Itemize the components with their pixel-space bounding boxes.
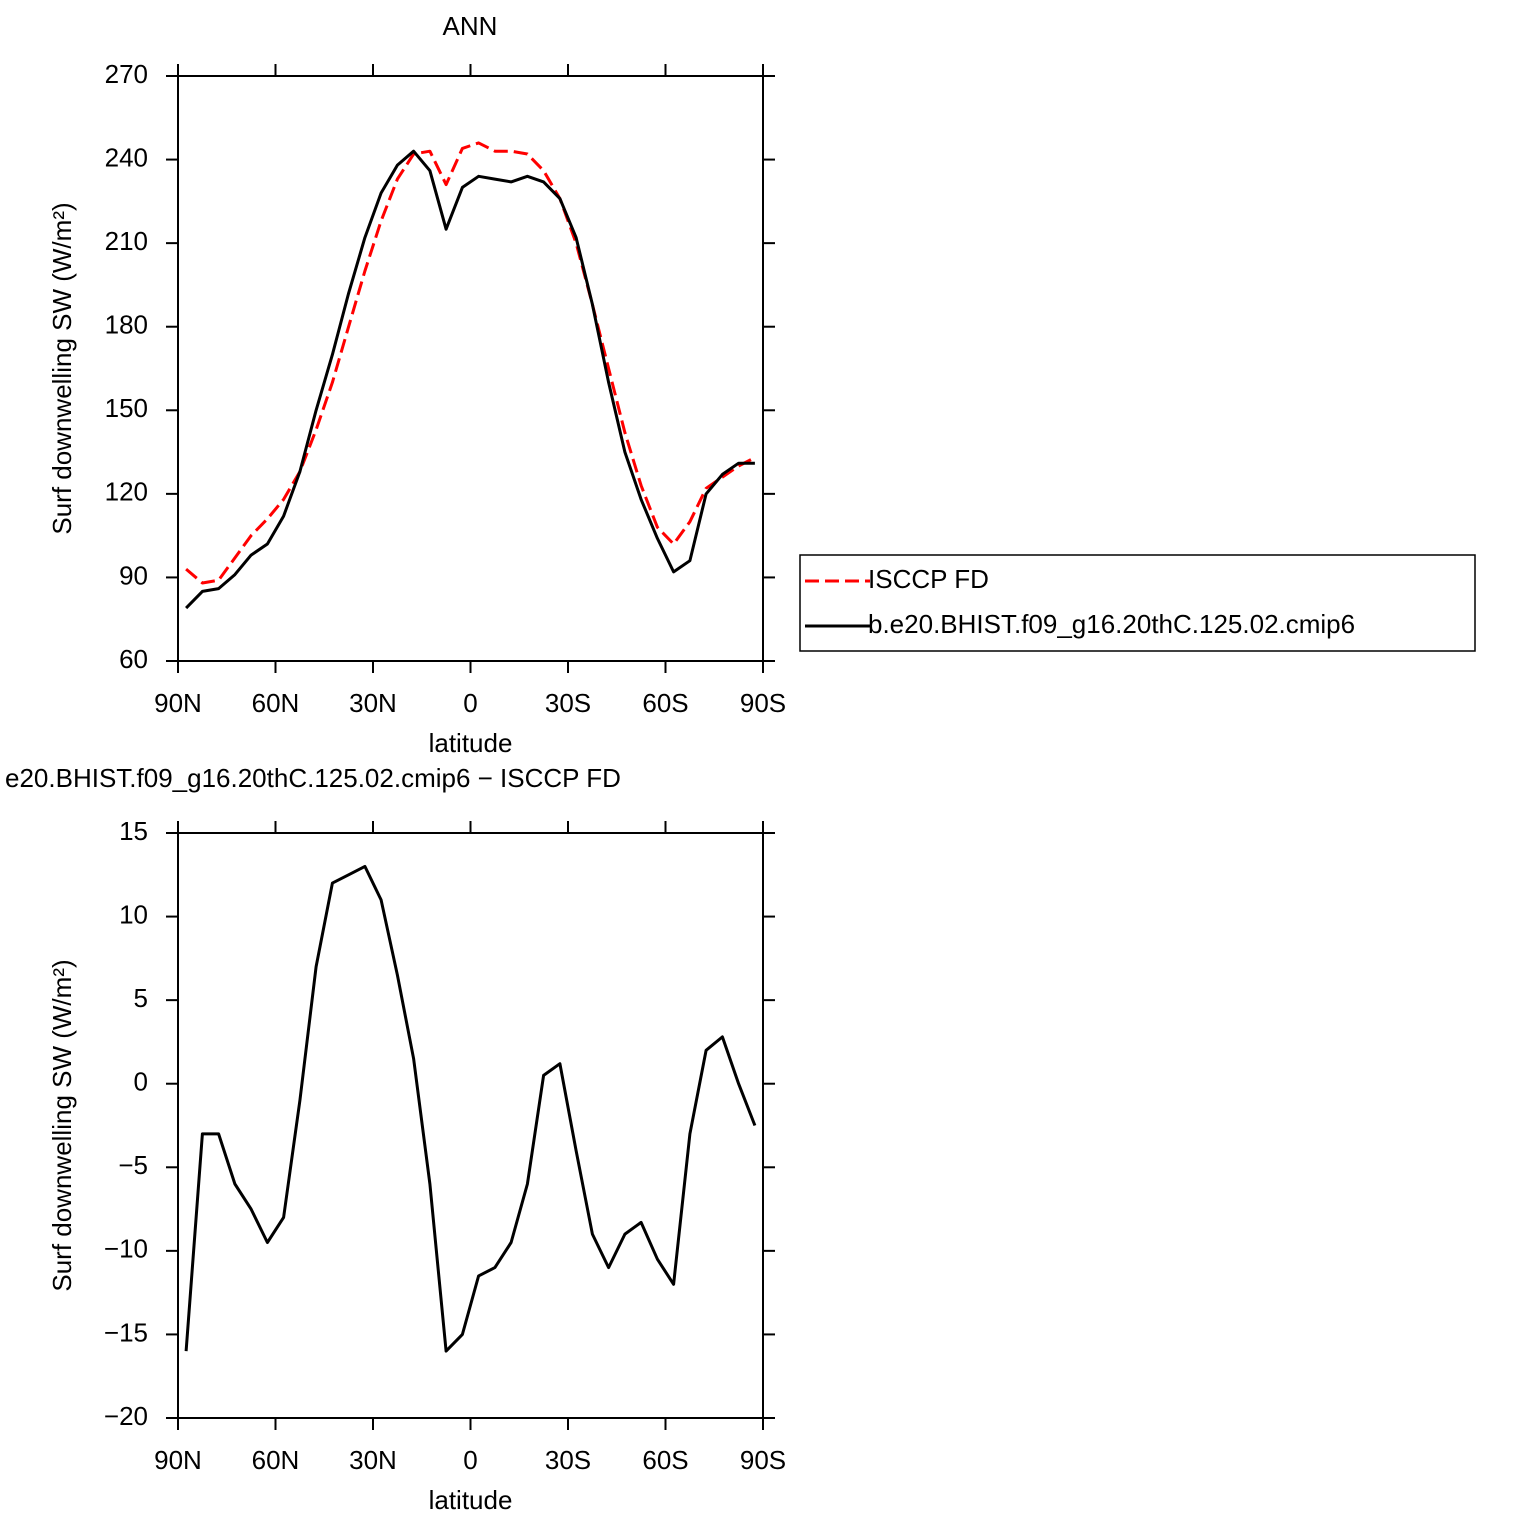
plot-frame [177, 75, 764, 662]
x-tick-label: 60S [642, 688, 688, 718]
y-tick-label: 150 [105, 393, 148, 423]
y-tick-label: 240 [105, 142, 148, 172]
x-axis-label: latitude [429, 728, 513, 758]
x-tick-label: 90S [740, 688, 786, 718]
y-tick-label: −5 [118, 1150, 148, 1180]
x-tick-label: 30S [545, 688, 591, 718]
x-tick-label: 30S [545, 1445, 591, 1475]
chart-title: e20.BHIST.f09_g16.20thC.125.02.cmip6 − I… [5, 763, 621, 793]
y-axis-label: Surf downwelling SW (W/m²) [47, 959, 77, 1291]
plot-frame [177, 832, 764, 1419]
series-line [185, 149, 755, 610]
x-tick-label: 0 [463, 1445, 477, 1475]
series-line [184, 864, 757, 1353]
x-axis-label: latitude [429, 1485, 513, 1515]
y-tick-label: 180 [105, 310, 148, 340]
legend-label: b.e20.BHIST.f09_g16.20thC.125.02.cmip6 [868, 609, 1355, 639]
x-tick-label: 90N [154, 1445, 202, 1475]
y-tick-label: 10 [119, 899, 148, 929]
y-axis-label: Surf downwelling SW (W/m²) [47, 202, 77, 534]
series-line [185, 141, 756, 585]
y-tick-label: 0 [134, 1067, 148, 1097]
y-tick-label: 90 [119, 560, 148, 590]
x-tick-label: 60N [252, 1445, 300, 1475]
y-tick-label: 60 [119, 644, 148, 674]
y-tick-label: −15 [104, 1317, 148, 1347]
x-tick-label: 30N [349, 1445, 397, 1475]
y-tick-label: 210 [105, 226, 148, 256]
legend-box [799, 554, 1476, 652]
y-tick-label: 15 [119, 816, 148, 846]
x-tick-label: 90N [154, 688, 202, 718]
x-tick-label: 0 [463, 688, 477, 718]
y-tick-label: 120 [105, 477, 148, 507]
x-tick-label: 60N [252, 688, 300, 718]
y-tick-label: 5 [134, 983, 148, 1013]
chart-title: ANN [443, 11, 498, 41]
y-tick-label: −20 [104, 1401, 148, 1431]
legend-label: ISCCP FD [868, 564, 989, 594]
x-tick-label: 30N [349, 688, 397, 718]
x-tick-label: 60S [642, 1445, 688, 1475]
y-tick-label: 270 [105, 59, 148, 89]
y-tick-label: −10 [104, 1234, 148, 1264]
x-tick-label: 90S [740, 1445, 786, 1475]
